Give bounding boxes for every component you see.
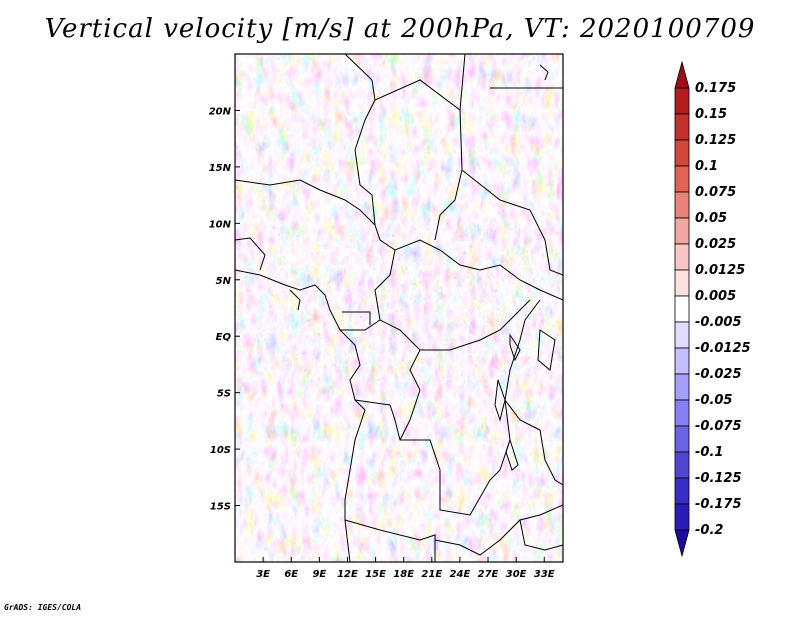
colorbar-label: -0.005	[695, 315, 742, 330]
lon-tick-label: 6E	[284, 569, 298, 580]
colorbar-segment	[674, 347, 690, 375]
colorbar-label: 0.025	[695, 237, 736, 252]
colorbar-segment	[674, 451, 690, 479]
lat-tick-label: 5S	[217, 389, 231, 400]
lat-tick-label: 20N	[209, 106, 232, 117]
colorbar-label: 0.05	[695, 211, 727, 226]
lon-tick-label: 21E	[421, 569, 442, 580]
colorbar-label: 0.0125	[695, 263, 745, 278]
lon-tick-label: 15E	[365, 569, 386, 580]
colorbar-label: -0.075	[695, 419, 742, 434]
colorbar-segment	[674, 373, 690, 401]
colorbar: 0.175 0.15 0.125 0.1 0.075 0.05 0.025 0.0125 0.0…	[674, 60, 751, 558]
colorbar-segment	[674, 139, 690, 167]
chart-title: Vertical velocity [m/s] at 200hPa, VT: 2…	[44, 14, 756, 44]
latitude-axis: 20N 15N 10N 5N EQ 5S 10S 15S	[209, 106, 240, 513]
colorbar-label: -0.175	[695, 497, 742, 512]
colorbar-segment	[674, 87, 690, 115]
colorbar-label: 0.175	[695, 81, 736, 96]
colorbar-segment	[674, 113, 690, 141]
lon-tick-label: 3E	[256, 569, 270, 580]
velocity-field	[235, 54, 563, 562]
lon-tick-label: 33E	[534, 569, 555, 580]
lon-tick-label: 27E	[478, 569, 499, 580]
lon-tick-label: 12E	[337, 569, 358, 580]
lat-tick-label: 15N	[209, 163, 232, 174]
colorbar-label: -0.1	[695, 445, 723, 460]
lat-tick-label: 5N	[216, 276, 232, 287]
map-frame	[234, 53, 564, 563]
lon-tick-label: 30E	[506, 569, 527, 580]
grads-credit: GrADS: IGES/COLA	[4, 603, 82, 612]
colorbar-label: 0.075	[695, 185, 736, 200]
colorbar-segment	[674, 399, 690, 427]
lat-tick-label: EQ	[216, 332, 232, 343]
colorbar-segment	[674, 165, 690, 193]
colorbar-label: 0.125	[695, 133, 736, 148]
colorbar-label: -0.05	[695, 393, 732, 408]
colorbar-segment	[674, 529, 690, 558]
lat-tick-label: 10N	[209, 219, 232, 230]
colorbar-segment	[674, 191, 690, 219]
colorbar-segment	[674, 503, 690, 531]
longitude-axis: 3E 6E 9E 12E 15E 18E 21E 24E 27E 30E 33E	[256, 557, 555, 580]
colorbar-segment	[674, 60, 690, 89]
colorbar-segment	[674, 425, 690, 453]
lon-tick-label: 24E	[450, 569, 471, 580]
colorbar-label: -0.125	[695, 471, 742, 486]
country-borders	[235, 54, 563, 562]
colorbar-segment	[674, 243, 690, 271]
colorbar-label: -0.025	[695, 367, 742, 382]
lat-tick-label: 10S	[210, 445, 231, 456]
colorbar-label: -0.0125	[695, 341, 751, 356]
lon-tick-label: 9E	[312, 569, 326, 580]
colorbar-segment	[674, 477, 690, 505]
colorbar-label: 0.005	[695, 289, 736, 304]
lon-tick-label: 18E	[393, 569, 414, 580]
colorbar-segment	[674, 269, 690, 297]
colorbar-label: 0.1	[695, 159, 718, 174]
colorbar-segment	[674, 295, 690, 323]
colorbar-label: -0.2	[695, 523, 723, 538]
colorbar-segment	[674, 217, 690, 245]
lat-tick-label: 15S	[210, 502, 231, 513]
colorbar-segment	[674, 321, 690, 349]
colorbar-label: 0.15	[695, 107, 727, 122]
